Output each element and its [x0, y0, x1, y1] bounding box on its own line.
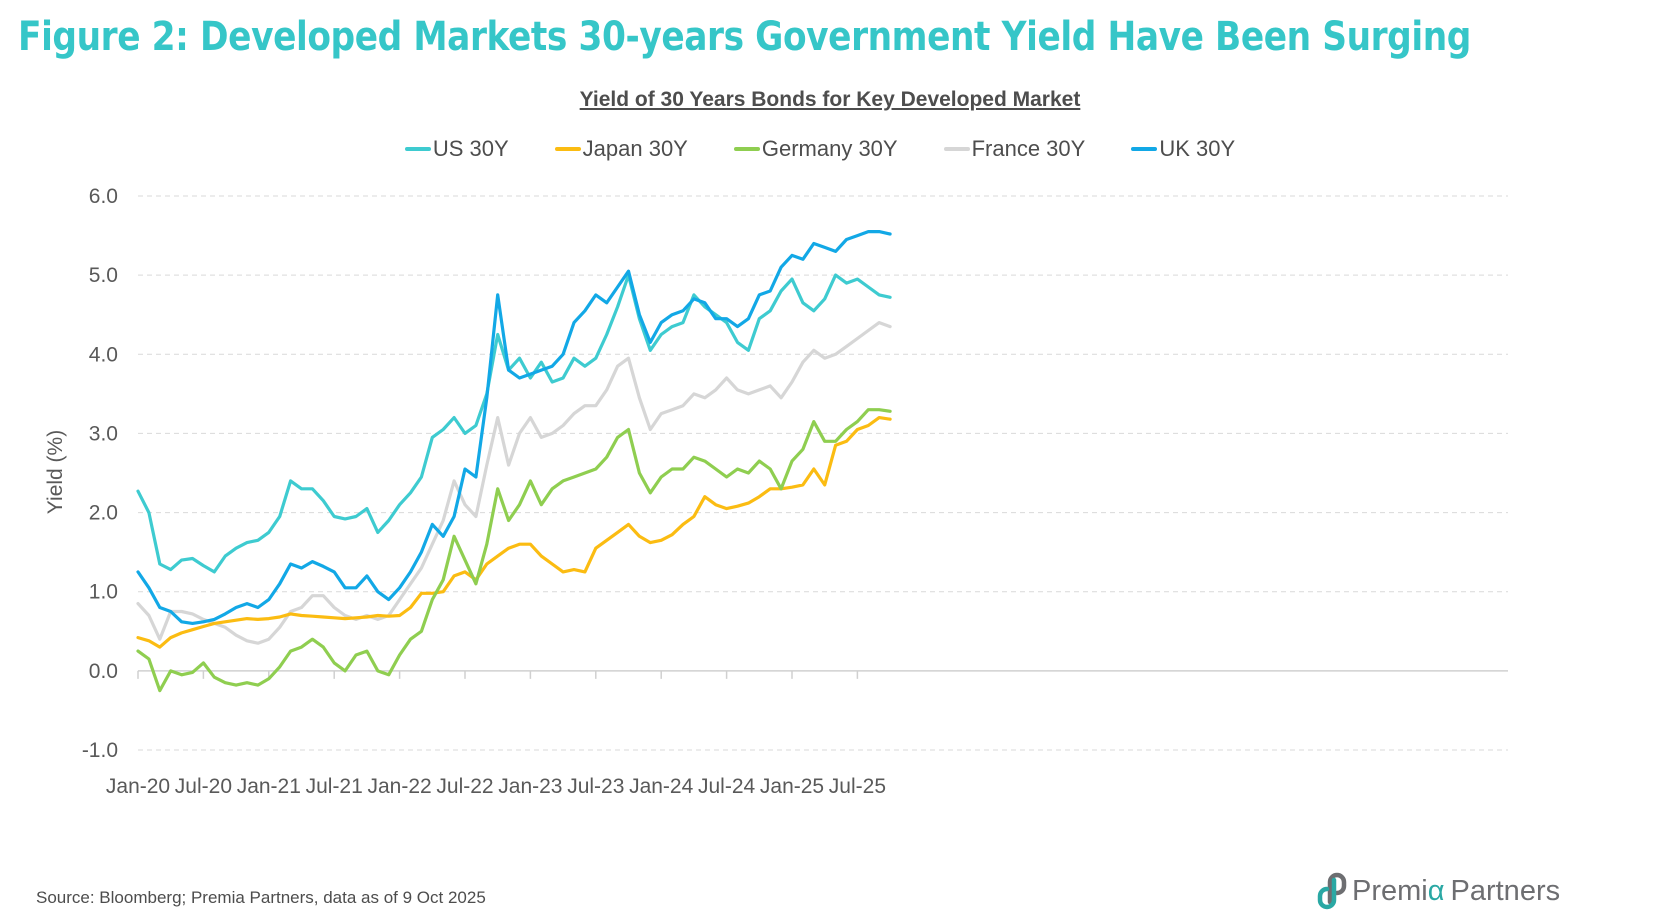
premia-partners-logo: Premi α Partners	[1316, 872, 1560, 910]
legend-swatch	[943, 147, 970, 151]
y-tick-label: 1.0	[89, 581, 118, 604]
y-tick-label: 3.0	[89, 422, 118, 445]
legend-label: Germany 30Y	[761, 136, 898, 161]
legend-swatch	[554, 147, 581, 151]
series-line-france-30y	[136, 321, 892, 645]
legend-label: France 30Y	[971, 136, 1086, 161]
legend-swatch	[404, 147, 431, 151]
chart-legend: US 30Y Japan 30Y Germany 30Y France 30Y UK 3…	[0, 136, 1640, 162]
series-line-japan-30y	[136, 416, 892, 649]
y-tick-label: -1.0	[82, 739, 118, 762]
x-tick-label: Jul-24	[698, 775, 756, 798]
series-lines	[136, 230, 892, 693]
gridlines	[138, 195, 1508, 751]
series-line-germany-30y	[136, 408, 892, 693]
y-axis-ticks: -1.0 0.0 1.0 2.0 3.0 4.0 5.0 6.0	[82, 185, 118, 762]
x-axis-ticks: Jan-20 Jul-20 Jan-21 Jul-21 Jan-22 Jul-22 Jan-…	[106, 670, 886, 798]
x-tick-label: Jul-21	[306, 775, 363, 798]
legend-label: US 30Y	[432, 136, 509, 161]
series-line-us-30y	[136, 273, 892, 574]
y-tick-label: 4.0	[89, 343, 118, 366]
y-tick-label: 2.0	[89, 502, 118, 525]
logo-text-partners: Partners	[1450, 874, 1561, 907]
x-tick-label: Jan-23	[498, 775, 562, 798]
y-tick-label: 0.0	[89, 660, 118, 683]
y-tick-label: 5.0	[89, 264, 118, 287]
legend-label: Japan 30Y	[582, 136, 688, 161]
x-tick-label: Jul-20	[175, 775, 232, 798]
legend-item: Japan 30Y	[554, 136, 688, 162]
legend-label: UK 30Y	[1159, 136, 1236, 161]
x-tick-label: Jan-24	[629, 775, 694, 798]
x-tick-label: Jul-25	[829, 775, 886, 798]
legend-swatch	[733, 147, 760, 151]
x-tick-label: Jan-22	[367, 775, 431, 798]
figure-title: Figure 2: Developed Markets 30-years Gov…	[18, 14, 1471, 60]
x-tick-label: Jan-21	[237, 775, 301, 798]
legend-item: France 30Y	[943, 136, 1086, 162]
logo-mark-icon	[1317, 872, 1347, 910]
legend-item: UK 30Y	[1131, 136, 1235, 162]
line-chart: -1.00.01.02.03.04.05.06.0 Jan-20 Jul-20 Ja…	[44, 185, 1508, 798]
legend-item: US 30Y	[404, 136, 509, 162]
logo-text-alpha: α	[1427, 874, 1445, 907]
x-tick-label: Jul-23	[567, 775, 624, 798]
x-tick-label: Jul-22	[436, 775, 493, 798]
logo-text-premi: Premi	[1352, 874, 1428, 907]
x-tick-label: Jan-20	[106, 775, 170, 798]
x-tick-label: Jan-25	[760, 775, 824, 798]
series-line-uk-30y	[136, 230, 892, 626]
y-tick-label: 6.0	[89, 185, 118, 208]
legend-swatch	[1131, 147, 1158, 151]
y-axis-label: Yield (%)	[44, 430, 67, 514]
source-note: Source: Bloomberg; Premia Partners, data…	[36, 888, 486, 907]
legend-item: Germany 30Y	[733, 136, 898, 162]
chart-title: Yield of 30 Years Bonds for Key Develope…	[579, 88, 1081, 111]
